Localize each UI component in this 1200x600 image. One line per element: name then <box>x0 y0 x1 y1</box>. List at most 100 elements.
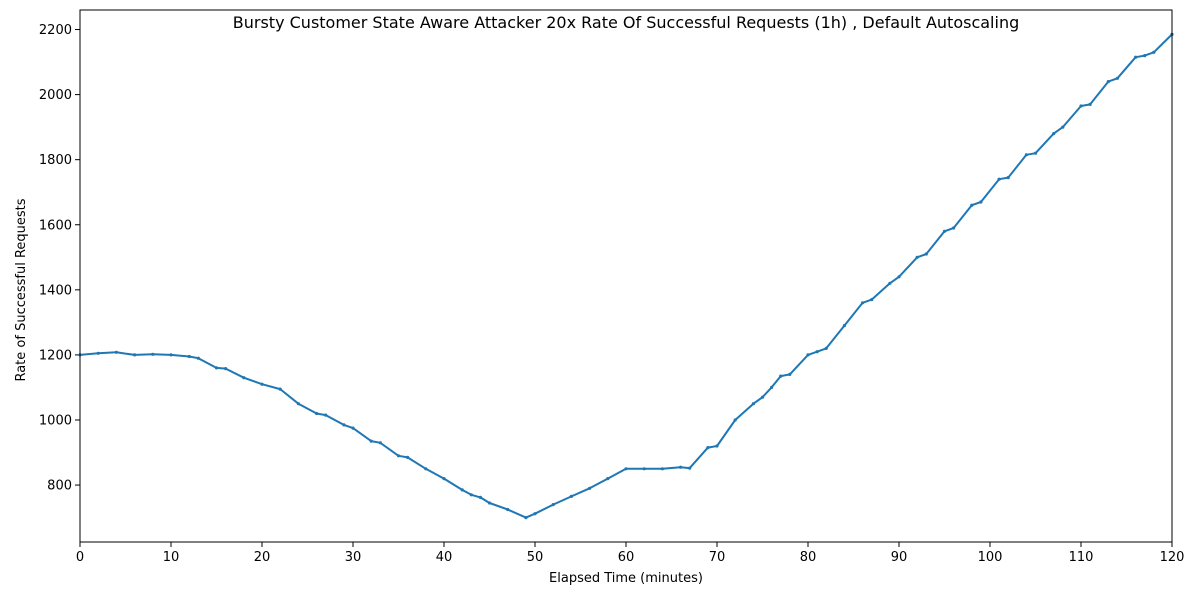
x-tick-label: 90 <box>891 550 908 565</box>
y-tick-label: 2000 <box>39 88 72 103</box>
data-point <box>378 441 382 445</box>
data-point <box>242 376 246 380</box>
data-point <box>760 395 765 399</box>
data-point <box>324 413 328 417</box>
data-point <box>733 418 737 422</box>
data-point <box>1134 55 1138 59</box>
x-tick-label: 60 <box>618 550 635 565</box>
x-tick-label: 110 <box>1069 550 1094 565</box>
chart-title: Bursty Customer State Aware Attacker 20x… <box>233 13 1019 32</box>
data-point <box>469 493 473 497</box>
data-point <box>351 426 355 430</box>
plot-frame <box>79 9 1173 543</box>
data-point <box>679 465 683 469</box>
y-axis-label: Rate of Successful Requests <box>14 198 29 381</box>
x-axis-label: Elapsed Time (minutes) <box>549 571 703 586</box>
data-point <box>1088 102 1092 106</box>
data-point <box>315 411 319 416</box>
data-point <box>979 200 983 204</box>
y-tick-label: 1000 <box>39 413 72 428</box>
x-tick-label: 100 <box>978 550 1003 565</box>
x-tick-label: 10 <box>163 550 180 565</box>
data-point <box>1106 80 1110 84</box>
data-point <box>533 512 537 516</box>
y-tick-label: 1400 <box>39 283 72 298</box>
data-point <box>260 382 264 386</box>
y-tick-label: 1200 <box>39 348 72 363</box>
data-point <box>815 350 819 354</box>
data-point <box>342 423 346 427</box>
data-point <box>551 503 555 507</box>
data-point <box>824 346 828 350</box>
data-point <box>624 467 628 471</box>
data-point <box>1079 104 1083 108</box>
data-point <box>997 177 1001 181</box>
data-point <box>1152 50 1156 54</box>
data-point <box>715 444 719 448</box>
data-point <box>506 507 510 512</box>
data-point <box>169 353 173 357</box>
data-point <box>1024 153 1028 157</box>
data-point <box>861 301 865 305</box>
data-point <box>460 488 464 492</box>
series-line <box>79 33 1173 519</box>
data-point <box>806 353 810 357</box>
data-point <box>642 467 646 471</box>
data-point <box>1052 132 1056 136</box>
data-point <box>96 351 100 355</box>
data-point <box>278 387 282 391</box>
data-point <box>487 501 492 505</box>
data-point <box>424 467 428 471</box>
data-point <box>224 367 228 371</box>
axis-ticks: 0 10 20 30 40 50 60 70 80 90 100 110 120 800 1000 1200 1… <box>39 23 1185 565</box>
data-point <box>196 356 200 360</box>
data-point <box>133 353 137 357</box>
data-point <box>1033 151 1038 155</box>
data-point <box>588 486 592 490</box>
data-point <box>842 324 847 328</box>
data-point <box>688 466 692 470</box>
data-point <box>1143 54 1147 58</box>
data-point <box>770 385 774 389</box>
data-point <box>187 354 191 359</box>
x-tick-label: 120 <box>1160 550 1185 565</box>
data-point <box>114 350 118 354</box>
data-point <box>369 439 373 443</box>
y-tick-label: 800 <box>47 479 72 494</box>
x-tick-label: 20 <box>254 550 271 565</box>
data-point <box>706 446 710 450</box>
data-point <box>952 226 956 230</box>
data-point <box>870 298 874 302</box>
data-point <box>214 366 219 370</box>
data-point <box>751 402 756 406</box>
y-tick-label: 1800 <box>39 153 72 168</box>
data-point <box>296 402 300 406</box>
data-point <box>524 516 528 520</box>
y-tick-label: 2200 <box>39 23 72 38</box>
data-point <box>569 494 574 498</box>
data-layer <box>78 32 1174 520</box>
data-point <box>442 477 446 481</box>
data-point <box>788 372 792 376</box>
data-point <box>478 495 482 499</box>
data-point <box>888 281 892 285</box>
data-point <box>915 255 919 259</box>
data-point <box>396 454 401 458</box>
data-point <box>660 467 665 471</box>
x-tick-label: 70 <box>709 550 726 565</box>
x-tick-label: 80 <box>800 550 817 565</box>
data-point <box>1006 176 1010 180</box>
x-tick-label: 0 <box>76 550 84 565</box>
x-tick-label: 50 <box>527 550 544 565</box>
data-point <box>1115 76 1119 80</box>
data-point <box>406 455 410 459</box>
data-point <box>779 374 783 378</box>
data-point <box>942 229 947 233</box>
y-tick-label: 1600 <box>39 218 72 233</box>
data-point <box>151 352 155 356</box>
x-tick-label: 30 <box>345 550 362 565</box>
x-tick-label: 40 <box>436 550 453 565</box>
data-point <box>606 477 610 481</box>
data-point <box>1061 125 1065 129</box>
